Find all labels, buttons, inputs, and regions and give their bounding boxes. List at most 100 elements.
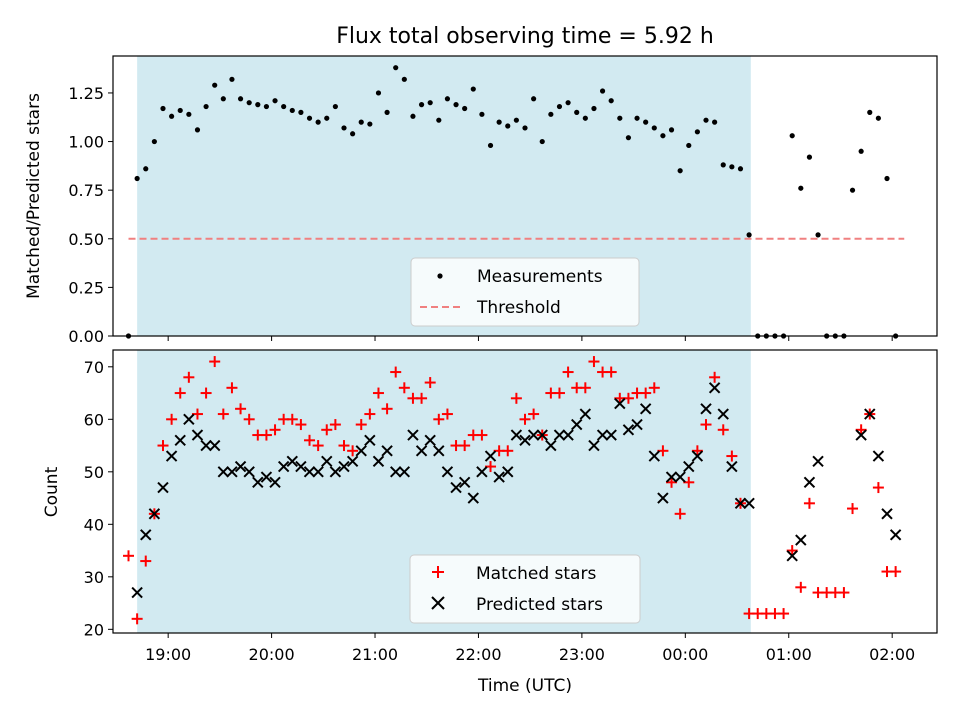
measurements-point — [729, 164, 735, 170]
x-stroke-b — [596, 429, 609, 441]
x-stroke-b — [536, 429, 548, 441]
measurements-point — [789, 133, 795, 139]
x-stroke-b — [502, 466, 514, 478]
predicted-stars-point — [510, 429, 523, 441]
matched-stars-point — [476, 429, 488, 441]
y-tick-label: 1.25 — [68, 84, 104, 103]
predicted-stars-point — [364, 434, 376, 447]
matched-stars-point — [424, 377, 436, 389]
legend-matched-label: Matched stars — [476, 564, 596, 584]
matched-stars-point — [243, 413, 255, 425]
x-stroke-b — [683, 460, 695, 473]
predicted-stars-point — [277, 460, 290, 473]
predicted-stars-point — [700, 403, 712, 415]
matched-stars-point — [579, 382, 591, 394]
x-stroke-b — [286, 455, 298, 468]
y-tick-label: 40 — [84, 515, 104, 534]
matched-stars-point — [123, 550, 135, 562]
legend-predicted-label: Predicted stars — [476, 595, 603, 615]
matched-stars-point — [803, 497, 815, 509]
matched-stars-point — [372, 387, 384, 399]
measurements-point — [453, 102, 459, 108]
predicted-stars-point — [140, 529, 152, 541]
y-tick-label: 20 — [84, 620, 104, 639]
predicted-stars-point — [812, 455, 824, 468]
x-stroke-b — [708, 382, 721, 394]
predicted-stars-point — [631, 418, 643, 431]
predicted-stars-point — [665, 471, 678, 483]
matched-stars-point — [338, 440, 350, 452]
x-stroke-b — [812, 455, 824, 468]
matched-stars-point — [200, 387, 212, 399]
x-stroke-b — [864, 408, 876, 420]
x-stroke-b — [398, 466, 411, 478]
predicted-stars-point — [200, 439, 212, 452]
bottom-panel-ylabel: Count — [42, 466, 62, 517]
x-stroke-b — [131, 586, 143, 599]
legend-measurements-marker — [437, 273, 443, 279]
matched-stars-point — [786, 545, 798, 557]
measurements-point — [574, 109, 580, 115]
measurements-point — [634, 115, 640, 121]
measurements-point — [651, 125, 657, 131]
measurements-point — [281, 103, 287, 110]
predicted-stars-point — [174, 434, 186, 447]
predicted-stars-point — [209, 439, 221, 452]
matched-stars-point — [295, 419, 307, 431]
measurements-point — [220, 96, 226, 102]
measurements-point — [255, 102, 261, 108]
matched-stars-point — [855, 424, 867, 436]
measurements-point — [703, 117, 709, 123]
measurements-point — [306, 115, 313, 121]
measurements-point — [496, 119, 502, 125]
x-stroke-b — [450, 481, 462, 494]
x-stroke-b — [527, 429, 540, 441]
predicted-stars-point — [329, 466, 342, 478]
measurements-point — [324, 115, 330, 121]
measurements-point — [212, 82, 218, 88]
matched-stars-point — [286, 413, 298, 425]
matched-stars-point — [588, 356, 600, 368]
x-stroke-b — [346, 455, 359, 468]
measurements-point — [737, 166, 744, 172]
predicted-stars-point — [424, 434, 436, 447]
predicted-stars-point — [295, 460, 307, 473]
matched-stars-point — [131, 613, 143, 625]
matched-stars-point — [847, 503, 859, 515]
y-tick-label: 30 — [84, 568, 104, 587]
matched-stars-point — [390, 366, 402, 378]
measurements-point — [625, 135, 632, 141]
x-stroke-b — [355, 445, 367, 457]
x-tick-label: 22:00 — [455, 645, 501, 664]
matched-stars-point — [191, 408, 203, 420]
matched-stars-point — [321, 424, 333, 436]
top-legend: Measurements Threshold — [410, 257, 640, 327]
x-stroke-b — [260, 471, 273, 483]
predicted-stars-point — [545, 439, 557, 452]
predicted-stars-point — [381, 445, 393, 457]
x-stroke-b — [571, 418, 583, 431]
x-stroke-b — [484, 450, 497, 462]
x-stroke-b — [295, 460, 307, 473]
matched-stars-point — [433, 413, 445, 425]
predicted-stars-point — [726, 460, 738, 473]
predicted-stars-point — [605, 429, 617, 441]
measurements-point — [418, 102, 425, 108]
measurements-point — [875, 115, 881, 121]
x-stroke-b — [588, 439, 600, 452]
top-panel-ylabel: Matched/Predicted stars — [24, 93, 44, 299]
predicted-stars-point — [717, 408, 729, 420]
measurements-point — [591, 105, 597, 112]
measurements-point — [746, 232, 752, 238]
matched-stars-point — [441, 408, 453, 420]
matched-stars-point — [260, 429, 272, 441]
predicted-stars-point — [803, 476, 816, 489]
measurements-point — [720, 162, 726, 168]
matched-stars-point — [700, 419, 712, 431]
x-stroke-b — [700, 403, 712, 415]
x-stroke-b — [148, 508, 161, 520]
x-stroke-b — [372, 455, 385, 468]
matched-stars-point — [726, 450, 738, 462]
measurements-point — [393, 65, 399, 71]
